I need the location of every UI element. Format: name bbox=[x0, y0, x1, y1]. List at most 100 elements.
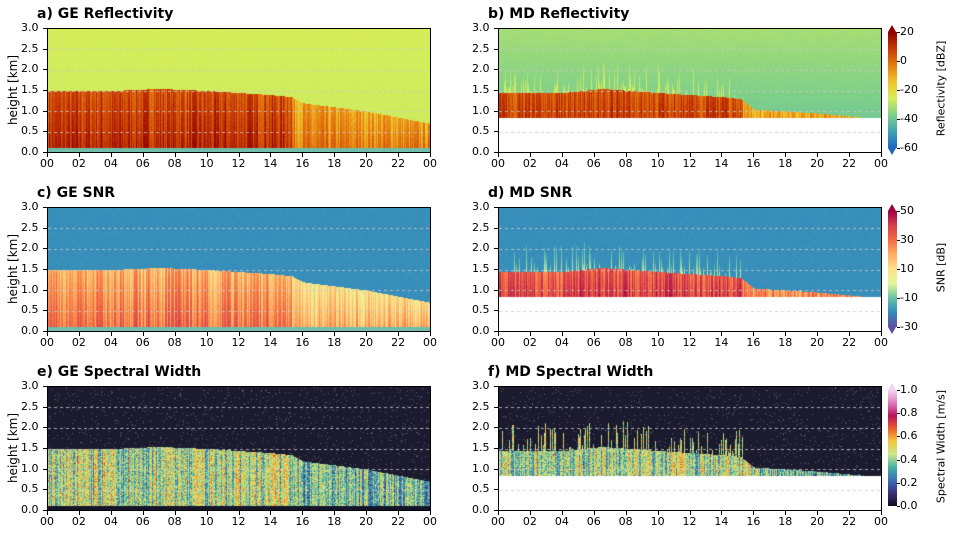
x-tick-label: 06 bbox=[135, 157, 150, 170]
x-tick-mark bbox=[753, 332, 755, 336]
x-tick-label: 14 bbox=[263, 157, 278, 170]
x-tick-mark bbox=[625, 332, 627, 336]
x-tick-label: 06 bbox=[586, 336, 601, 349]
y-tick-label: 2.5 bbox=[472, 399, 490, 413]
colorbar-tick-mark bbox=[897, 298, 900, 299]
x-tick-label: 16 bbox=[746, 157, 761, 170]
x-tick-mark bbox=[430, 511, 431, 515]
x-tick-mark bbox=[753, 511, 755, 515]
x-tick-mark bbox=[238, 511, 240, 515]
y-tick-mark bbox=[494, 448, 498, 449]
y-tick-mark bbox=[43, 331, 47, 332]
y-tick-label: 1.5 bbox=[472, 262, 490, 275]
y-tick-label: 0.0 bbox=[21, 324, 39, 337]
x-tick-label: 22 bbox=[842, 515, 857, 528]
y-tick-label: 0.5 bbox=[21, 303, 39, 317]
y-tick-label: 1.0 bbox=[21, 282, 39, 296]
colorbar-tick-label: -60 bbox=[900, 141, 918, 154]
x-tick-label: 00 bbox=[40, 515, 54, 528]
x-tick-mark bbox=[881, 511, 882, 515]
colorbar-tick-mark bbox=[897, 32, 900, 33]
colorbar-extend-min bbox=[888, 327, 896, 334]
x-tick-label: 12 bbox=[231, 515, 246, 528]
x-tick-mark bbox=[110, 511, 112, 515]
y-tick-label: 0.5 bbox=[472, 303, 490, 317]
x-tick-mark bbox=[849, 332, 851, 336]
x-tick-label: 04 bbox=[554, 515, 569, 528]
y-tick-label: 2.5 bbox=[21, 220, 39, 234]
x-tick-label: 00 bbox=[423, 157, 437, 170]
x-tick-mark bbox=[430, 332, 431, 336]
x-tick-mark bbox=[785, 153, 787, 157]
y-tick-mark bbox=[43, 110, 47, 112]
x-tick-label: 00 bbox=[40, 157, 54, 170]
x-tick-label: 06 bbox=[586, 157, 601, 170]
x-tick-mark bbox=[142, 511, 144, 515]
x-tick-label: 14 bbox=[714, 515, 729, 528]
x-tick-mark bbox=[817, 332, 819, 336]
y-tick-label: 3.0 bbox=[21, 21, 39, 34]
heatmap-cells bbox=[48, 29, 430, 152]
x-tick-label: 04 bbox=[554, 336, 569, 349]
y-tick-label: 0.0 bbox=[472, 503, 490, 516]
y-tick-label: 0.5 bbox=[21, 482, 39, 496]
y-tick-mark bbox=[43, 248, 47, 250]
x-tick-mark bbox=[881, 332, 882, 336]
y-tick-label: 3.0 bbox=[472, 379, 490, 392]
x-tick-mark bbox=[174, 153, 176, 157]
y-tick-label: 0.5 bbox=[472, 124, 490, 138]
x-tick-label: 16 bbox=[295, 336, 310, 349]
x-tick-mark bbox=[366, 153, 368, 157]
x-tick-label: 10 bbox=[650, 515, 665, 528]
heatmap-cells bbox=[499, 387, 881, 510]
y-tick-mark bbox=[43, 510, 47, 511]
y-tick-mark bbox=[494, 248, 498, 250]
x-tick-label: 06 bbox=[586, 515, 601, 528]
colorbar-tick-label: 20 bbox=[900, 25, 914, 38]
x-tick-mark bbox=[785, 511, 787, 515]
x-tick-mark bbox=[657, 511, 659, 515]
y-tick-label: 0.5 bbox=[472, 482, 490, 496]
x-tick-label: 12 bbox=[682, 515, 697, 528]
y-tick-mark bbox=[43, 406, 47, 408]
x-tick-label: 18 bbox=[327, 515, 342, 528]
x-tick-label: 08 bbox=[618, 157, 633, 170]
x-tick-label: 00 bbox=[423, 336, 437, 349]
y-tick-label: 1.0 bbox=[472, 282, 490, 296]
x-tick-label: 14 bbox=[263, 515, 278, 528]
y-tick-mark bbox=[43, 69, 47, 71]
x-tick-mark bbox=[689, 511, 691, 515]
y-axis-label: height [km] bbox=[6, 412, 20, 483]
y-tick-label: 0.0 bbox=[472, 324, 490, 337]
y-tick-label: 1.5 bbox=[21, 83, 39, 96]
colorbar-tick-mark bbox=[897, 436, 900, 438]
x-tick-label: 00 bbox=[491, 157, 505, 170]
x-tick-label: 20 bbox=[359, 515, 374, 528]
x-tick-label: 02 bbox=[522, 157, 537, 170]
x-tick-mark bbox=[881, 153, 882, 157]
x-tick-mark bbox=[270, 332, 272, 336]
x-tick-label: 08 bbox=[167, 336, 182, 349]
x-tick-mark bbox=[721, 332, 723, 336]
x-tick-mark bbox=[529, 332, 531, 336]
x-tick-label: 08 bbox=[618, 515, 633, 528]
panel-title: d) MD SNR bbox=[488, 185, 573, 201]
y-tick-mark bbox=[43, 448, 47, 449]
y-axis-label: height [km] bbox=[6, 233, 20, 304]
y-tick-mark bbox=[494, 310, 498, 312]
x-tick-mark bbox=[529, 511, 531, 515]
heatmap-panel bbox=[47, 386, 431, 511]
x-tick-mark bbox=[785, 332, 787, 336]
x-tick-label: 18 bbox=[778, 515, 793, 528]
colorbar-tick-mark bbox=[897, 61, 900, 62]
colorbar-tick-mark bbox=[897, 413, 900, 415]
y-tick-label: 3.0 bbox=[21, 379, 39, 392]
y-tick-label: 0.0 bbox=[472, 145, 490, 158]
heatmap-panel bbox=[498, 386, 882, 511]
y-tick-mark bbox=[494, 510, 498, 511]
x-tick-mark bbox=[398, 332, 400, 336]
y-tick-label: 2.5 bbox=[21, 41, 39, 55]
x-tick-label: 04 bbox=[103, 157, 118, 170]
x-tick-mark bbox=[657, 332, 659, 336]
x-tick-label: 18 bbox=[778, 157, 793, 170]
